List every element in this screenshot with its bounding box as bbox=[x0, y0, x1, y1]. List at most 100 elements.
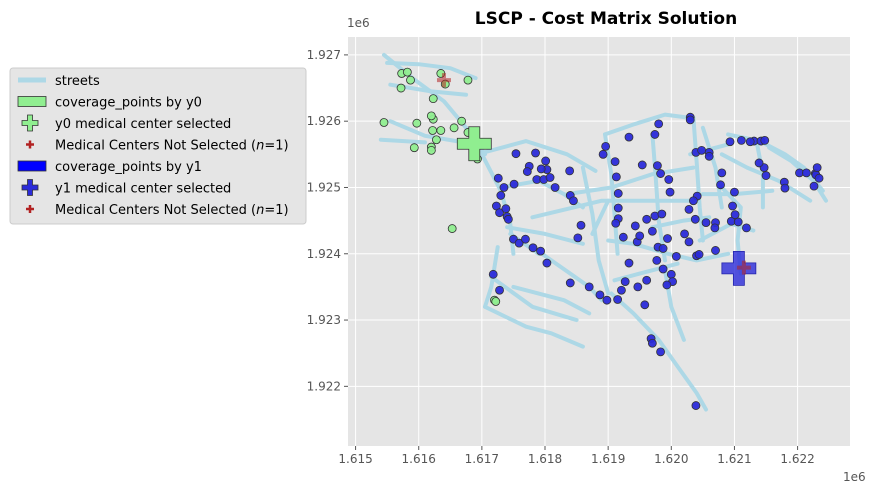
coverage-point-y1 bbox=[716, 180, 725, 190]
coverage-point-y1 bbox=[689, 196, 698, 206]
coverage-point-y0 bbox=[463, 75, 473, 85]
x-tick-label: 1.616 bbox=[402, 452, 436, 466]
coverage-point-y1 bbox=[514, 238, 524, 248]
street-line bbox=[489, 275, 579, 323]
coverage-point-y1 bbox=[812, 163, 822, 172]
x-offset-label: 1e6 bbox=[843, 470, 866, 484]
x-tick-label: 1.621 bbox=[717, 452, 751, 466]
coverage-point-y1 bbox=[541, 156, 551, 166]
street-line bbox=[650, 132, 667, 263]
coverage-point-y1 bbox=[684, 204, 694, 214]
coverage-point-y1 bbox=[493, 173, 503, 183]
y-tick-label: 1.924 bbox=[307, 247, 341, 261]
street-line bbox=[483, 304, 585, 349]
coverage-point-y1 bbox=[624, 258, 634, 268]
x-tick-label: 1.618 bbox=[528, 452, 562, 466]
coverage-point-y1 bbox=[542, 258, 552, 268]
coverage-point-y0 bbox=[402, 67, 412, 77]
coverage-point-y1 bbox=[573, 233, 583, 243]
coverage-point-y1 bbox=[691, 401, 701, 410]
plot-area bbox=[348, 37, 850, 446]
coverage-point-y1 bbox=[736, 136, 746, 145]
coverage-point-y1 bbox=[618, 232, 628, 242]
coverage-point-y1 bbox=[642, 275, 652, 285]
coverage-point-y1 bbox=[610, 157, 620, 167]
coverage-point-y1 bbox=[653, 161, 662, 170]
legend-label: streets bbox=[55, 74, 100, 89]
y-tick-label: 1.927 bbox=[307, 48, 341, 62]
legend-label: y1 medical center selected bbox=[55, 182, 231, 197]
coverage-point-y1 bbox=[671, 252, 681, 261]
coverage-point-y1 bbox=[642, 214, 652, 224]
y-axis-ticks: 1.922 1.923 1.924 1.925 1.926 1.927 bbox=[307, 48, 348, 393]
coverage-point-y1 bbox=[666, 269, 676, 279]
coverage-point-y1 bbox=[635, 231, 645, 241]
coverage-point-y1 bbox=[611, 218, 621, 228]
x-tick-label: 1.622 bbox=[780, 452, 814, 466]
street-line bbox=[530, 245, 604, 303]
y-tick-label: 1.923 bbox=[307, 313, 341, 327]
street-line bbox=[606, 238, 731, 263]
coverage-point-y1 bbox=[633, 282, 643, 292]
x-tick-label: 1.615 bbox=[338, 452, 372, 466]
y-tick-label: 1.926 bbox=[307, 114, 341, 128]
coverage-point-y1 bbox=[495, 285, 504, 295]
coverage-point-y1 bbox=[617, 285, 626, 295]
coverage-point-y1 bbox=[665, 187, 675, 197]
coverage-point-y1 bbox=[550, 183, 560, 192]
coverage-point-y1 bbox=[814, 173, 824, 183]
street-line bbox=[691, 115, 705, 243]
coverage-point-y1 bbox=[730, 210, 740, 220]
coverage-point-y0 bbox=[396, 83, 406, 93]
coverage-point-y1 bbox=[569, 196, 578, 206]
coverage-point-y1 bbox=[565, 166, 575, 176]
y-offset-label: 1e6 bbox=[347, 16, 370, 30]
coverage-point-y1 bbox=[637, 160, 647, 170]
coverage-point-y1 bbox=[742, 223, 751, 233]
legend: streets coverage_points by y0 y0 medical c… bbox=[9, 67, 307, 225]
coverage-point-y1 bbox=[536, 246, 545, 256]
coverage-point-y1 bbox=[611, 172, 621, 182]
coverage-point-y1 bbox=[664, 175, 674, 184]
coverage-point-y1 bbox=[685, 115, 695, 125]
legend-label: Medical Centers Not Selected (n=1) bbox=[55, 139, 289, 154]
street-line bbox=[603, 112, 693, 137]
coverage-point-y1 bbox=[780, 183, 790, 193]
coverage-point-y0 bbox=[449, 123, 459, 133]
coverage-point-y1 bbox=[509, 179, 519, 189]
coverage-point-y1 bbox=[496, 191, 506, 200]
street-line bbox=[511, 284, 592, 316]
coverage-point-y1 bbox=[528, 243, 538, 253]
legend-selected-center-swatch bbox=[21, 114, 39, 132]
coverage-point-y0 bbox=[428, 126, 438, 135]
coverage-point-y1 bbox=[656, 347, 665, 357]
coverage-point-y1 bbox=[501, 204, 511, 214]
x-tick-label: 1.620 bbox=[654, 452, 688, 466]
coverage-point-y1 bbox=[725, 137, 735, 147]
coverage-point-y0 bbox=[432, 135, 441, 145]
coverage-point-y1 bbox=[565, 278, 575, 288]
coverage-point-y1 bbox=[658, 264, 668, 274]
legend-coverage-swatch bbox=[17, 160, 47, 172]
coverage-point-y1 bbox=[511, 149, 521, 159]
coverage-point-y1 bbox=[690, 214, 700, 224]
legend-label: y0 medical center selected bbox=[55, 117, 231, 132]
coverage-point-y0 bbox=[409, 143, 419, 153]
coverage-point-y1 bbox=[499, 183, 509, 192]
legend-selected-center-swatch bbox=[21, 179, 39, 196]
coverage-point-y1 bbox=[652, 255, 662, 265]
coverage-point-y1 bbox=[658, 244, 668, 253]
x-tick-label: 1.619 bbox=[591, 452, 625, 466]
coverage-point-y1 bbox=[503, 214, 513, 224]
coverage-point-y1 bbox=[613, 203, 623, 213]
coverage-point-y1 bbox=[663, 234, 672, 243]
coverage-point-y1 bbox=[760, 136, 770, 145]
coverage-point-y1 bbox=[754, 158, 764, 168]
coverage-point-y0 bbox=[426, 111, 436, 121]
street-line bbox=[385, 60, 478, 81]
not-selected-center-marker bbox=[436, 73, 451, 88]
coverage-point-y1 bbox=[595, 290, 605, 300]
centers-layer bbox=[436, 73, 757, 286]
legend-box bbox=[9, 67, 307, 225]
coverage-point-y1 bbox=[730, 187, 739, 197]
